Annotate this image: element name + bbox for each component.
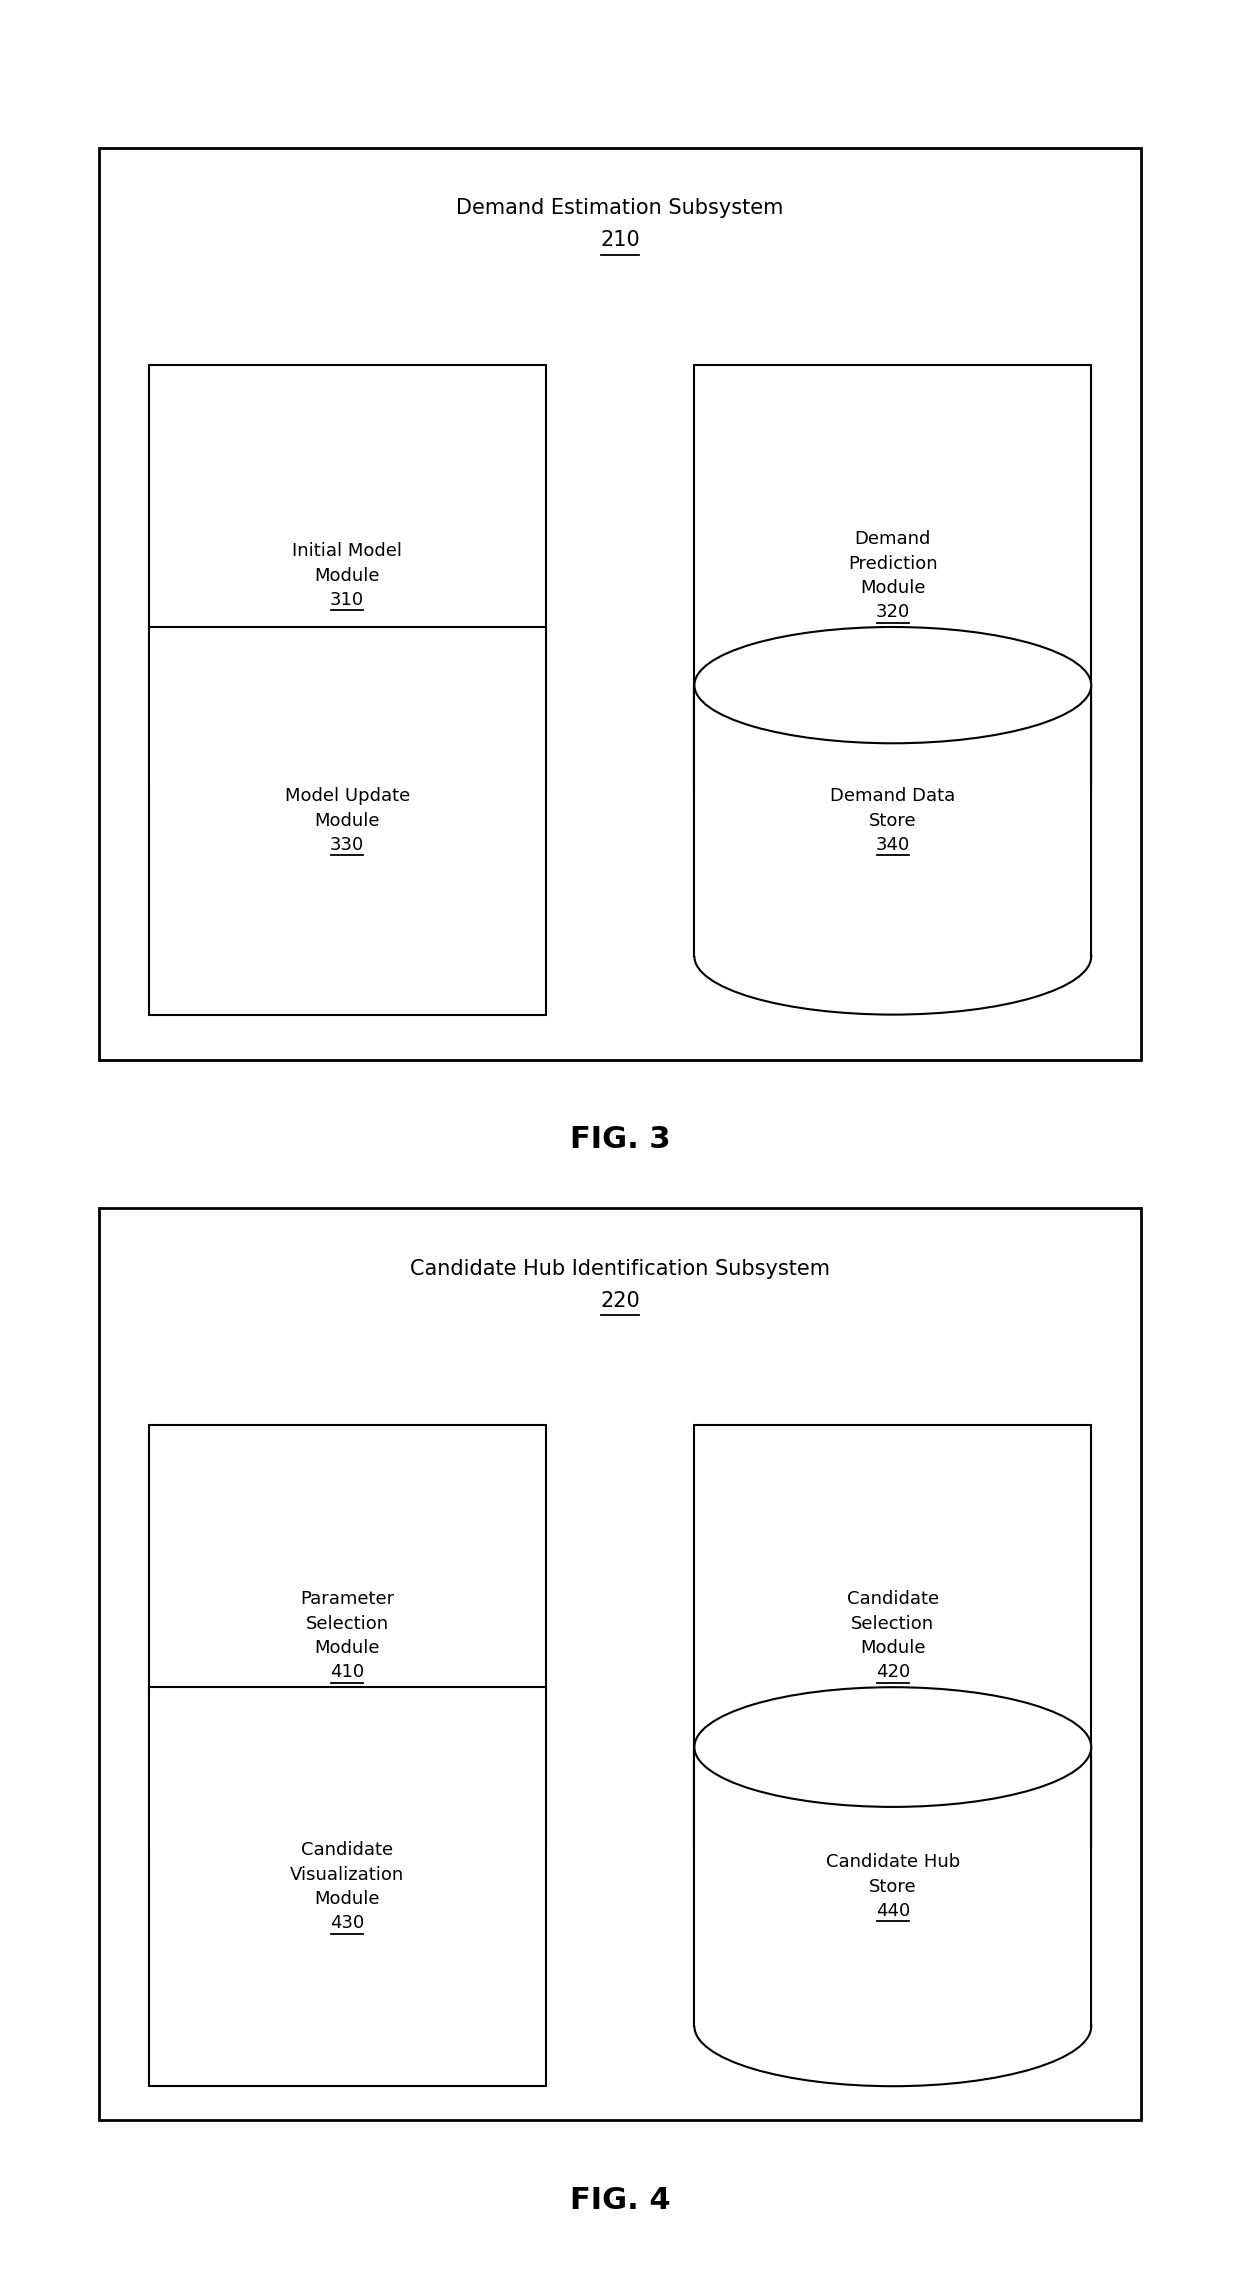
Text: 340: 340 — [875, 837, 910, 855]
Ellipse shape — [694, 1965, 1091, 2086]
FancyBboxPatch shape — [694, 1425, 1091, 1847]
Text: Store: Store — [869, 812, 916, 830]
Text: 310: 310 — [330, 591, 365, 609]
Text: Module: Module — [315, 1639, 379, 1658]
Text: 410: 410 — [330, 1664, 365, 1680]
Text: 320: 320 — [875, 604, 910, 620]
Text: 210: 210 — [600, 230, 640, 251]
Text: Demand Data: Demand Data — [830, 787, 956, 805]
Text: Initial Model: Initial Model — [293, 543, 402, 561]
Text: Module: Module — [315, 1890, 379, 1908]
Bar — [694, 684, 1091, 958]
Text: Module: Module — [861, 1639, 925, 1658]
Bar — [694, 684, 1091, 958]
Bar — [694, 1746, 1091, 2027]
FancyBboxPatch shape — [149, 1687, 546, 2086]
Ellipse shape — [694, 627, 1091, 743]
Text: 330: 330 — [330, 837, 365, 855]
Text: Parameter: Parameter — [300, 1591, 394, 1607]
Bar — [694, 1746, 1091, 2027]
Text: 420: 420 — [875, 1664, 910, 1680]
Text: Selection: Selection — [305, 1614, 389, 1632]
Text: Module: Module — [861, 579, 925, 597]
Text: FIG. 3: FIG. 3 — [569, 1126, 671, 1154]
Text: Demand: Demand — [854, 531, 931, 547]
Text: 220: 220 — [600, 1290, 640, 1311]
FancyBboxPatch shape — [149, 627, 546, 1015]
FancyBboxPatch shape — [694, 365, 1091, 787]
Ellipse shape — [694, 898, 1091, 1015]
FancyBboxPatch shape — [99, 1208, 1141, 2120]
Text: Store: Store — [869, 1879, 916, 1895]
FancyBboxPatch shape — [149, 1425, 546, 1847]
Text: Candidate: Candidate — [847, 1591, 939, 1607]
Text: Model Update: Model Update — [284, 787, 410, 805]
Text: Selection: Selection — [851, 1614, 935, 1632]
Ellipse shape — [694, 1687, 1091, 1806]
Text: Module: Module — [315, 568, 379, 584]
Text: Prediction: Prediction — [848, 554, 937, 572]
Text: 430: 430 — [330, 1915, 365, 1931]
Text: Visualization: Visualization — [290, 1865, 404, 1883]
Text: 440: 440 — [875, 1902, 910, 1920]
Text: Module: Module — [315, 812, 379, 830]
FancyBboxPatch shape — [149, 365, 546, 787]
Text: FIG. 4: FIG. 4 — [569, 2187, 671, 2214]
Text: Candidate: Candidate — [301, 1842, 393, 1858]
Text: Demand Estimation Subsystem: Demand Estimation Subsystem — [456, 198, 784, 219]
FancyBboxPatch shape — [99, 148, 1141, 1060]
Text: Candidate Hub: Candidate Hub — [826, 1854, 960, 1872]
Text: Candidate Hub Identification Subsystem: Candidate Hub Identification Subsystem — [410, 1259, 830, 1279]
